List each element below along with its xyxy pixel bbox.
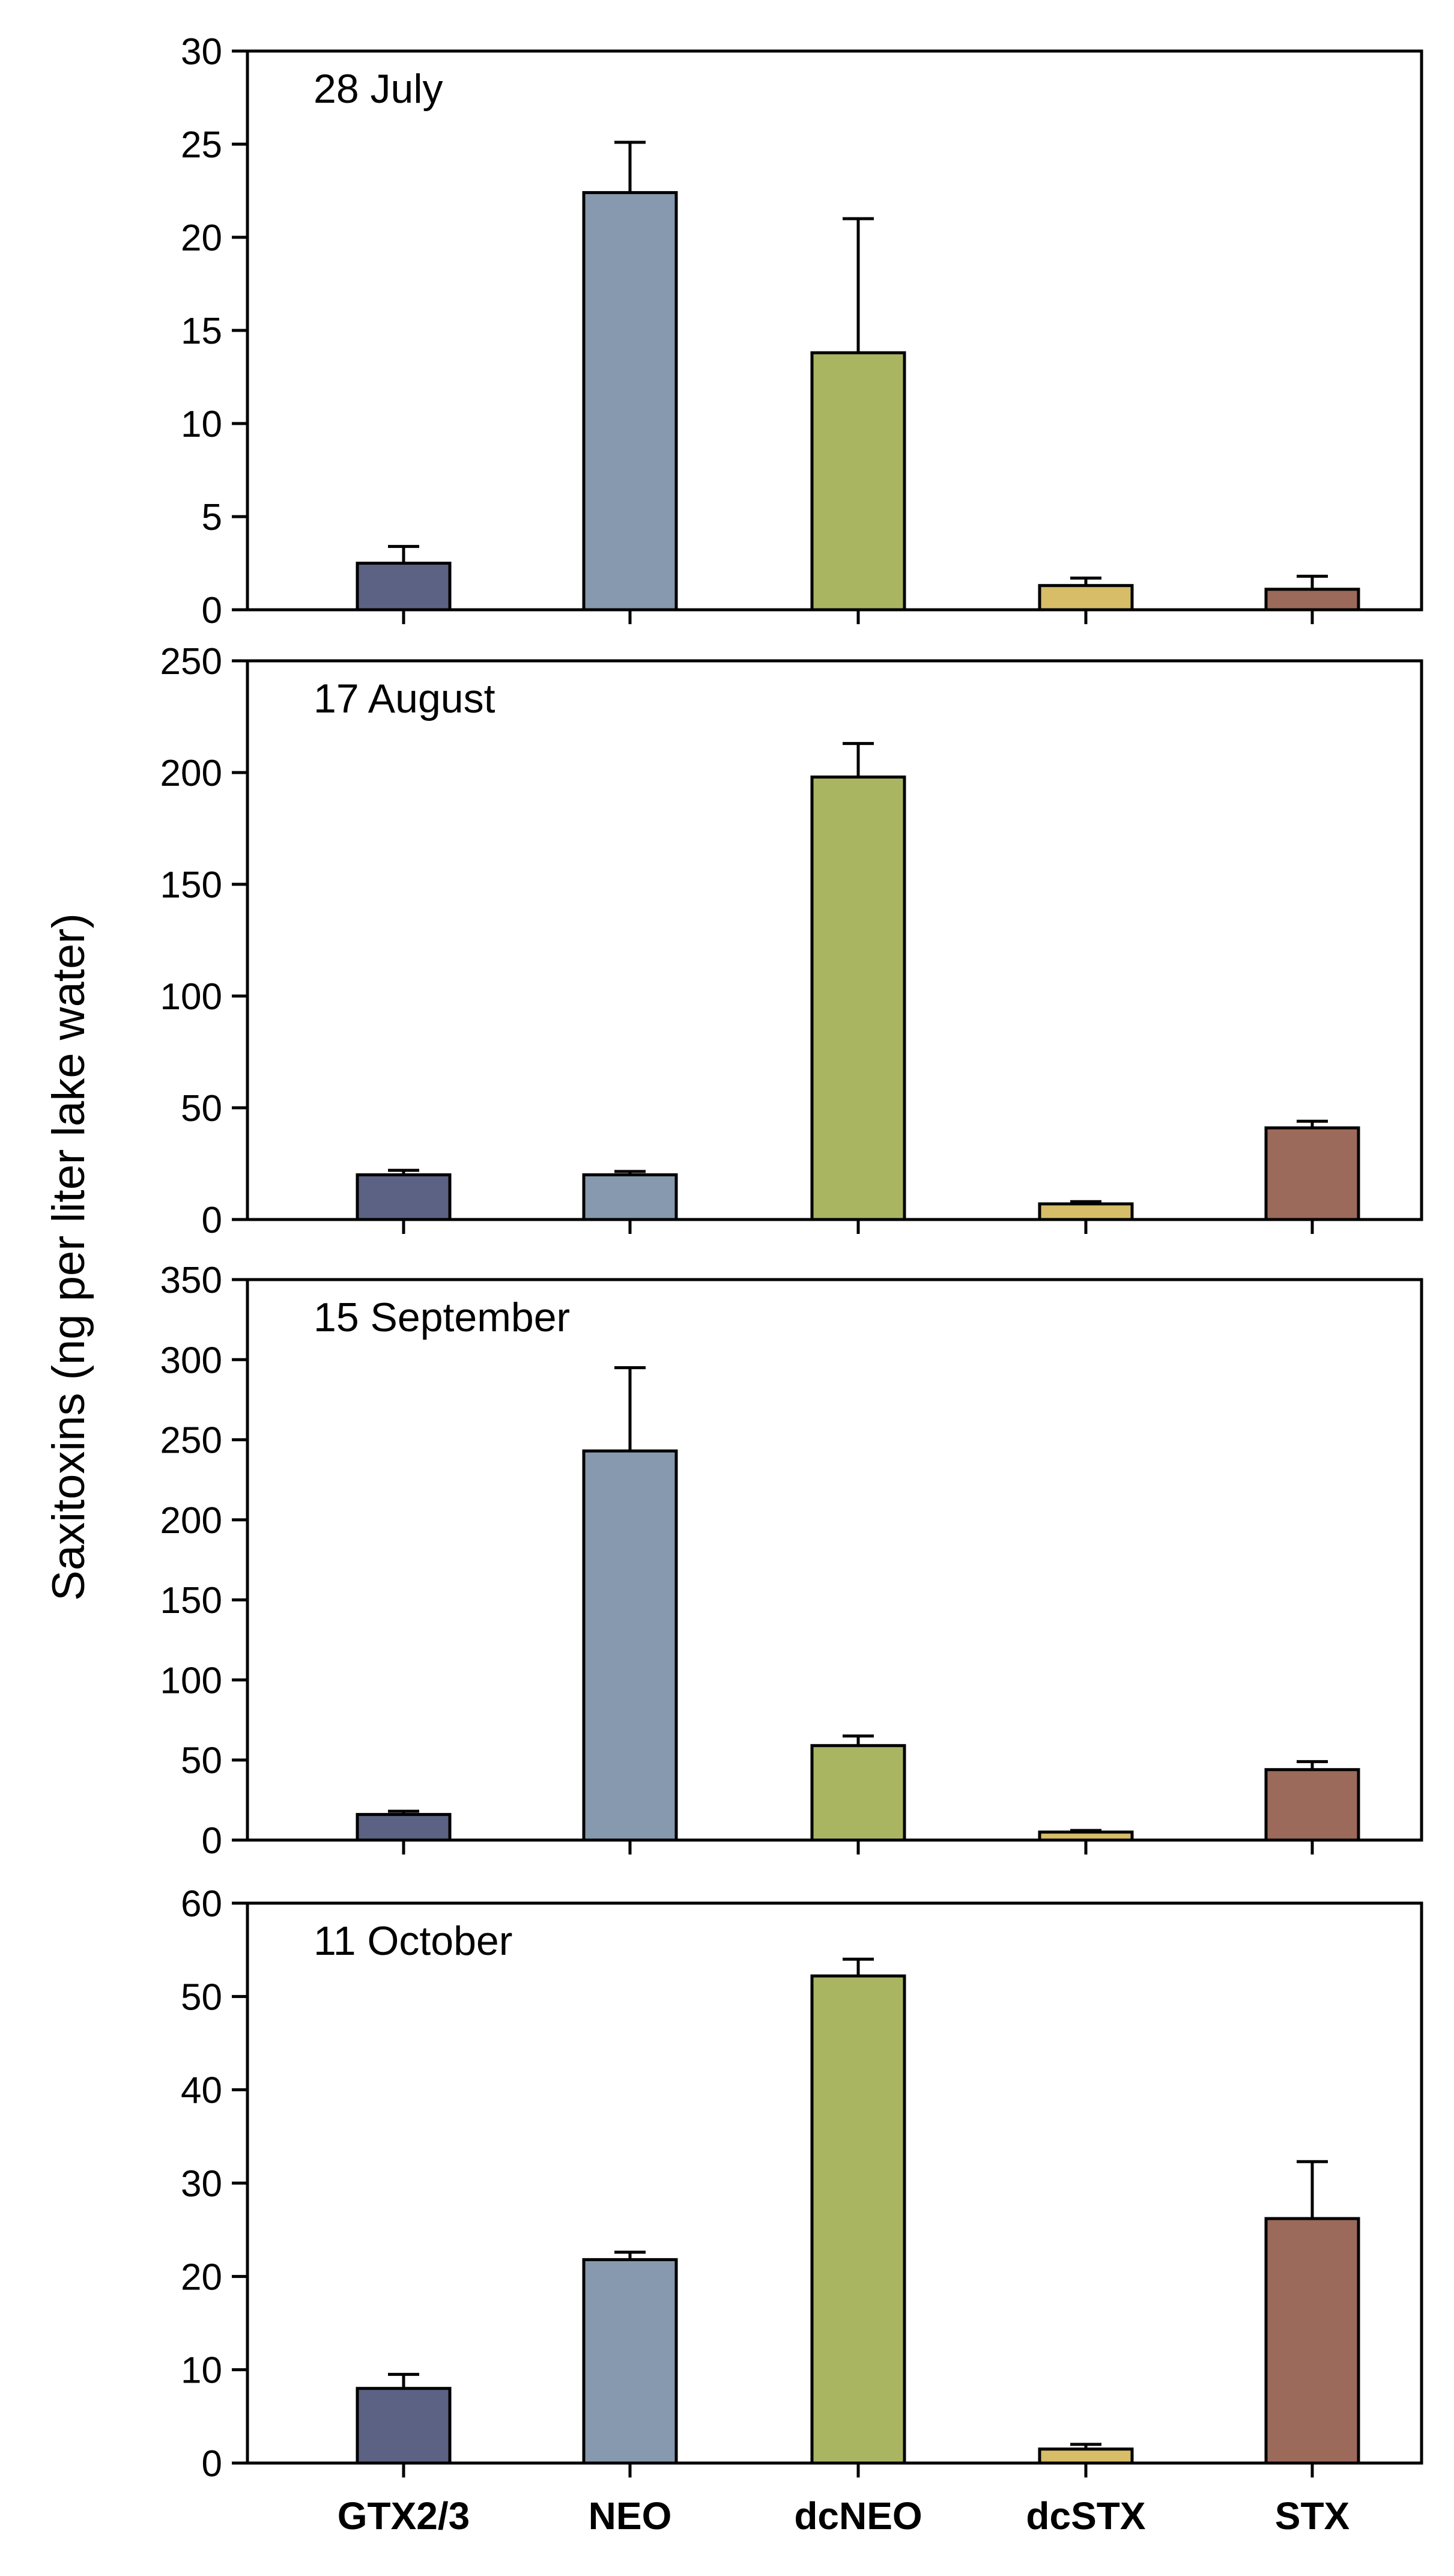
y-tick-label: 150 — [160, 864, 222, 906]
y-tick-label: 5 — [202, 497, 222, 538]
y-tick-label: 30 — [181, 31, 222, 73]
panel-title: 15 September — [314, 1295, 570, 1340]
bar-neo — [582, 2258, 678, 2465]
panel-1: 0 5 10 15 20 25 30 28 July — [181, 31, 1423, 631]
y-tick-label: 40 — [181, 2070, 222, 2112]
y-tick-label: 20 — [181, 2256, 222, 2298]
y-tick-label: 50 — [181, 1088, 222, 1129]
y-tick-label: 100 — [160, 976, 222, 1018]
y-tick-label: 300 — [160, 1340, 222, 1381]
bar-gtx2-3 — [356, 562, 452, 612]
bar-dcstx — [1038, 2447, 1134, 2465]
bar-stx — [1264, 588, 1360, 612]
bar-gtx2-3 — [356, 1173, 452, 1221]
bar-gtx2-3 — [356, 1812, 452, 1842]
category-label: STX — [1275, 2494, 1350, 2538]
bar-dcneo — [810, 1974, 906, 2465]
bar-neo — [582, 1173, 678, 1221]
y-tick-label: 350 — [160, 1260, 222, 1301]
y-tick-label: 0 — [202, 1820, 222, 1862]
bar-dcstx — [1038, 1830, 1134, 1842]
y-tick-label: 250 — [160, 641, 222, 682]
y-tick-label: 20 — [181, 217, 222, 259]
bar-dcstx — [1038, 1202, 1134, 1221]
category-label: dcNEO — [794, 2494, 922, 2538]
bar-dcneo — [810, 775, 906, 1221]
y-tick-label: 10 — [181, 404, 222, 445]
category-label: NEO — [589, 2494, 672, 2538]
panel-3: 0 50 100 150 200 250 300 350 15 September — [160, 1260, 1423, 1862]
panel-4: 0 10 20 30 40 50 60 11 October — [181, 1883, 1423, 2485]
category-label: GTX2/3 — [338, 2494, 470, 2538]
y-tick-label: 25 — [181, 124, 222, 166]
bar-dcneo — [810, 351, 906, 612]
y-tick-label: 50 — [181, 1976, 222, 2018]
y-tick-label: 0 — [202, 2443, 222, 2485]
y-tick-label: 30 — [181, 2163, 222, 2205]
y-tick-label: 100 — [160, 1660, 222, 1701]
y-axis-title: Saxitoxins (ng per liter lake water) — [43, 913, 94, 1601]
y-tick-label: 15 — [181, 311, 222, 352]
bar-gtx2-3 — [356, 2387, 452, 2465]
y-tick-label: 150 — [160, 1580, 222, 1621]
y-tick-label: 250 — [160, 1420, 222, 1462]
bar-stx — [1264, 1768, 1360, 1842]
category-labels: GTX2/3 NEO dcNEO dcSTX STX — [338, 2494, 1350, 2538]
bar-neo — [582, 1449, 678, 1842]
bar-dcneo — [810, 1744, 906, 1842]
bar-neo — [582, 191, 678, 612]
y-tick-label: 10 — [181, 2350, 222, 2392]
bar-stx — [1264, 1126, 1360, 1221]
y-tick-label: 0 — [202, 1200, 222, 1241]
y-tick-label: 200 — [160, 1500, 222, 1542]
bar-dcstx — [1038, 584, 1134, 612]
bar-stx — [1264, 2217, 1360, 2465]
y-tick-label: 0 — [202, 590, 222, 631]
category-label: dcSTX — [1026, 2494, 1145, 2538]
panel-title: 17 August — [314, 676, 495, 721]
y-tick-label: 60 — [181, 1883, 222, 1925]
panel-title: 11 October — [314, 1918, 512, 1964]
panel-title: 28 July — [314, 66, 443, 112]
panel-2: 0 50 100 150 200 250 17 August — [160, 641, 1423, 1241]
y-tick-label: 200 — [160, 753, 222, 794]
y-tick-label: 50 — [181, 1740, 222, 1782]
